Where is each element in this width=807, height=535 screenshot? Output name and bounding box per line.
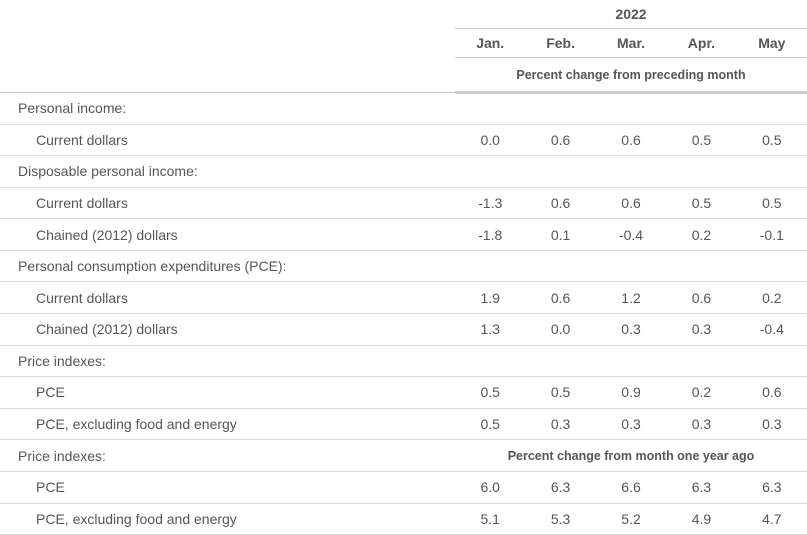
data-cell: 6.6 <box>621 479 641 496</box>
data-cell: 0.2 <box>762 289 782 306</box>
data-cell: 0.2 <box>691 384 712 401</box>
header-thick-divider <box>455 91 807 94</box>
table-row: Personal consumption expenditures (PCE): <box>0 251 807 283</box>
data-cell: 4.7 <box>762 510 782 527</box>
data-cell: 0.5 <box>550 384 571 401</box>
column-header-apr: Apr. <box>687 35 716 51</box>
data-cell: 6.3 <box>550 479 571 496</box>
section-label: Personal consumption expenditures (PCE): <box>18 258 287 275</box>
data-cell: 0.6 <box>550 289 571 306</box>
section-label: Price indexes: <box>18 447 106 464</box>
section-label: Personal income: <box>18 100 127 117</box>
data-cell: -1.3 <box>478 195 503 212</box>
data-cell: 6.3 <box>762 479 782 496</box>
row-label: Current dollars <box>36 289 128 306</box>
data-cell: 6.3 <box>691 479 712 496</box>
data-cell: 0.0 <box>550 321 571 338</box>
row-label: Current dollars <box>36 195 128 212</box>
data-cell: 1.9 <box>480 289 500 306</box>
data-cell: 0.6 <box>691 289 712 306</box>
table-header-unit-row: Percent change from preceding month <box>0 58 807 94</box>
row-label: PCE <box>36 479 65 496</box>
table-row: Personal income: <box>0 93 807 125</box>
table-row: Current dollars -1.3 0.6 0.6 0.5 0.5 <box>0 188 807 220</box>
table-header-year-row: 2022 <box>0 0 807 29</box>
data-cell: 0.9 <box>621 384 641 401</box>
data-cell: 4.9 <box>691 510 712 527</box>
unit-spanner-preceding-month: Percent change from preceding month <box>516 68 746 82</box>
header-empty-cell <box>0 58 455 92</box>
data-cell: 0.5 <box>762 131 782 148</box>
data-cell: 0.5 <box>480 384 500 401</box>
year-header: 2022 <box>455 0 807 29</box>
data-cell: 1.2 <box>621 289 641 306</box>
data-cell: 5.2 <box>621 510 641 527</box>
table-header-months-row: Jan. Feb. Mar. Apr. May <box>0 29 807 58</box>
data-cell: 0.6 <box>762 384 782 401</box>
data-cell: 0.3 <box>691 321 712 338</box>
table-row: Disposable personal income: <box>0 156 807 188</box>
table-row: PCE 0.5 0.5 0.9 0.2 0.6 <box>0 377 807 409</box>
column-header-jan: Jan. <box>476 35 505 51</box>
data-cell: -0.1 <box>759 226 784 243</box>
data-cell: 0.1 <box>550 226 571 243</box>
table-row: Current dollars 0.0 0.6 0.6 0.5 0.5 <box>0 125 807 157</box>
data-cell: 1.3 <box>480 321 500 338</box>
column-header-mar: Mar. <box>617 35 646 51</box>
data-cell: 0.6 <box>621 131 641 148</box>
table-row: Chained (2012) dollars -1.8 0.1 -0.4 0.2… <box>0 219 807 251</box>
data-cell: 0.5 <box>480 416 500 433</box>
column-header-may: May <box>758 35 786 51</box>
table-row: Price indexes: Percent change from month… <box>0 440 807 472</box>
section-label: Disposable personal income: <box>18 163 198 180</box>
row-label: Chained (2012) dollars <box>36 226 178 243</box>
table-row: PCE, excluding food and energy 5.1 5.3 5… <box>0 504 807 535</box>
data-cell: 0.5 <box>691 131 712 148</box>
data-cell: 0.5 <box>762 195 782 212</box>
data-cell: 0.6 <box>621 195 641 212</box>
data-cell: -0.4 <box>759 321 784 338</box>
data-cell: 0.2 <box>691 226 712 243</box>
data-cell: 5.1 <box>480 510 500 527</box>
data-cell: -1.8 <box>478 226 503 243</box>
row-label: PCE <box>36 384 65 401</box>
data-cell: 0.3 <box>621 416 641 433</box>
data-cell: 0.3 <box>621 321 641 338</box>
table-row: Current dollars 1.9 0.6 1.2 0.6 0.2 <box>0 282 807 315</box>
table-row: PCE, excluding food and energy 0.5 0.3 0… <box>0 409 807 441</box>
row-label: Current dollars <box>36 131 128 148</box>
data-cell: 0.5 <box>691 195 712 212</box>
table-row: Chained (2012) dollars 1.3 0.0 0.3 0.3 -… <box>0 314 807 346</box>
row-label: PCE, excluding food and energy <box>36 510 237 527</box>
data-cell: 5.3 <box>550 510 571 527</box>
header-empty-cell <box>0 0 455 29</box>
section-label: Price indexes: <box>18 352 106 369</box>
data-cell: 0.6 <box>550 131 571 148</box>
table-row: Price indexes: <box>0 346 807 378</box>
data-cell: 0.0 <box>480 131 500 148</box>
row-label: Chained (2012) dollars <box>36 321 178 338</box>
table-body: Personal income: Current dollars 0.0 0.6… <box>0 93 807 535</box>
data-cell: 0.3 <box>691 416 712 433</box>
column-header-feb: Feb. <box>546 35 575 51</box>
row-label: PCE, excluding food and energy <box>36 416 237 433</box>
header-empty-cell <box>0 29 455 58</box>
table-row: PCE 6.0 6.3 6.6 6.3 6.3 <box>0 472 807 504</box>
data-cell: 6.0 <box>480 479 500 496</box>
data-cell: -0.4 <box>618 226 644 243</box>
data-cell: 0.3 <box>550 416 571 433</box>
data-cell: 0.6 <box>550 195 571 212</box>
data-cell: 0.3 <box>762 416 782 433</box>
unit-spanner-year-ago: Percent change from month one year ago <box>507 448 755 463</box>
